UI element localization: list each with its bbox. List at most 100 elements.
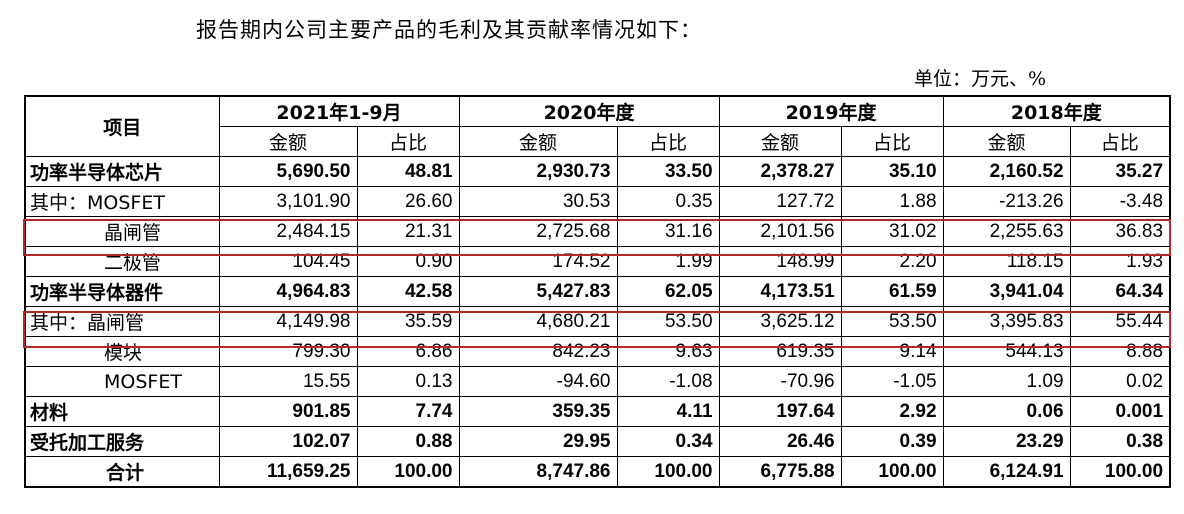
- ratio-cell: 36.83: [1069, 216, 1171, 247]
- ratio-cell: 0.13: [356, 366, 460, 397]
- row-label: 模块: [24, 336, 220, 367]
- ratio-cell: 1.93: [1069, 246, 1171, 277]
- row-label: 晶闸管: [24, 216, 220, 247]
- row-label: 合计: [24, 456, 220, 488]
- ratio-cell: 33.50: [616, 156, 720, 187]
- ratio-cell: 6.86: [356, 336, 460, 367]
- amount-cell: 3,625.12: [718, 306, 842, 337]
- ratio-cell: 0.34: [616, 426, 720, 457]
- amount-cell: 127.72: [718, 186, 842, 217]
- amount-cell: 26.46: [718, 426, 842, 457]
- amount-cell: 23.29: [942, 426, 1071, 457]
- sub-header-ratio: 占比: [840, 126, 944, 157]
- ratio-cell: 9.14: [840, 336, 944, 367]
- ratio-cell: 31.16: [616, 216, 720, 247]
- period-header: 2018年度: [942, 95, 1171, 127]
- table-row: 模块 799.30 6.86 842.23 9.63 619.35 9.14 544.13 8.…: [24, 336, 1171, 367]
- row-label: 材料: [24, 396, 220, 427]
- sub-header-amount: 金额: [718, 126, 842, 157]
- ratio-cell: 2.92: [840, 396, 944, 427]
- ratio-cell: 0.39: [840, 426, 944, 457]
- amount-cell: 3,395.83: [942, 306, 1071, 337]
- period-header: 2020年度: [458, 95, 720, 127]
- row-label: 其中：晶闸管: [24, 306, 220, 337]
- amount-cell: 2,930.73: [458, 156, 618, 187]
- ratio-cell: 1.99: [616, 246, 720, 277]
- amount-cell: 2,255.63: [942, 216, 1071, 247]
- sub-header-amount: 金额: [218, 126, 358, 157]
- amount-cell: 4,149.98: [218, 306, 358, 337]
- ratio-cell: -1.08: [616, 366, 720, 397]
- amount-cell: 4,173.51: [718, 276, 842, 307]
- amount-cell: 11,659.25: [218, 456, 358, 488]
- ratio-cell: 35.27: [1069, 156, 1171, 187]
- ratio-cell: 0.88: [356, 426, 460, 457]
- ratio-cell: 62.05: [616, 276, 720, 307]
- ratio-cell: 53.50: [840, 306, 944, 337]
- amount-cell: -213.26: [942, 186, 1071, 217]
- amount-cell: 104.45: [218, 246, 358, 277]
- period-header: 2021年1-9月: [218, 95, 460, 127]
- row-label: 二极管: [24, 246, 220, 277]
- table-row: MOSFET 15.55 0.13 -94.60 -1.08 -70.96 -1.05 1.0…: [24, 366, 1171, 397]
- amount-cell: 544.13: [942, 336, 1071, 367]
- table-row: 合计 11,659.25 100.00 8,747.86 100.00 6,775.88 1…: [24, 456, 1171, 488]
- row-label: 其中：MOSFET: [24, 186, 220, 217]
- table-row: 功率半导体器件 4,964.83 42.58 5,427.83 62.05 4,173.5…: [24, 276, 1171, 307]
- amount-cell: 1.09: [942, 366, 1071, 397]
- ratio-cell: 4.11: [616, 396, 720, 427]
- amount-cell: 2,101.56: [718, 216, 842, 247]
- table-row: 材料 901.85 7.74 359.35 4.11 197.64 2.92 0.06 0.00…: [24, 396, 1171, 427]
- ratio-cell: 26.60: [356, 186, 460, 217]
- sub-header-amount: 金额: [458, 126, 618, 157]
- amount-cell: 6,124.91: [942, 456, 1071, 488]
- ratio-cell: 31.02: [840, 216, 944, 247]
- amount-cell: 102.07: [218, 426, 358, 457]
- amount-cell: 8,747.86: [458, 456, 618, 488]
- amount-cell: -70.96: [718, 366, 842, 397]
- table-row: 功率半导体芯片 5,690.50 48.81 2,930.73 33.50 2,378.2…: [24, 156, 1171, 187]
- ratio-cell: 55.44: [1069, 306, 1171, 337]
- amount-cell: 2,378.27: [718, 156, 842, 187]
- ratio-cell: 100.00: [840, 456, 944, 488]
- amount-cell: 2,725.68: [458, 216, 618, 247]
- ratio-cell: 61.59: [840, 276, 944, 307]
- gross-profit-table: 项目 2021年1-9月 2020年度 2019年度 2018年度 金额 占比 …: [24, 95, 1172, 488]
- table-row: 晶闸管 2,484.15 21.31 2,725.68 31.16 2,101.56 31.…: [24, 216, 1171, 247]
- amount-cell: 118.15: [942, 246, 1071, 277]
- period-header: 2019年度: [718, 95, 944, 127]
- ratio-cell: 0.90: [356, 246, 460, 277]
- amount-cell: -94.60: [458, 366, 618, 397]
- row-label: 功率半导体芯片: [24, 156, 220, 187]
- ratio-cell: -1.05: [840, 366, 944, 397]
- ratio-cell: 64.34: [1069, 276, 1171, 307]
- ratio-cell: 42.58: [356, 276, 460, 307]
- ratio-cell: 0.001: [1069, 396, 1171, 427]
- sub-header-amount: 金额: [942, 126, 1071, 157]
- amount-cell: 148.99: [718, 246, 842, 277]
- ratio-cell: 35.59: [356, 306, 460, 337]
- ratio-cell: 8.88: [1069, 336, 1171, 367]
- ratio-cell: 100.00: [1069, 456, 1171, 488]
- amount-cell: 5,427.83: [458, 276, 618, 307]
- ratio-cell: 21.31: [356, 216, 460, 247]
- ratio-cell: 9.63: [616, 336, 720, 367]
- amount-cell: 2,160.52: [942, 156, 1071, 187]
- row-label: 受托加工服务: [24, 426, 220, 457]
- table-row: 其中：MOSFET 3,101.90 26.60 30.53 0.35 127.72 1.8…: [24, 186, 1171, 217]
- amount-cell: 174.52: [458, 246, 618, 277]
- amount-cell: 197.64: [718, 396, 842, 427]
- amount-cell: 359.35: [458, 396, 618, 427]
- intro-text: 报告期内公司主要产品的毛利及其贡献率情况如下：: [196, 18, 702, 42]
- ratio-cell: 0.35: [616, 186, 720, 217]
- ratio-cell: -3.48: [1069, 186, 1171, 217]
- amount-cell: 842.23: [458, 336, 618, 367]
- sub-header-ratio: 占比: [616, 126, 720, 157]
- amount-cell: 901.85: [218, 396, 358, 427]
- amount-cell: 3,941.04: [942, 276, 1071, 307]
- item-header: 项目: [24, 95, 220, 157]
- sub-header-ratio: 占比: [1069, 126, 1171, 157]
- amount-cell: 5,690.50: [218, 156, 358, 187]
- table-row: 受托加工服务 102.07 0.88 29.95 0.34 26.46 0.39 23.29 0…: [24, 426, 1171, 457]
- amount-cell: 619.35: [718, 336, 842, 367]
